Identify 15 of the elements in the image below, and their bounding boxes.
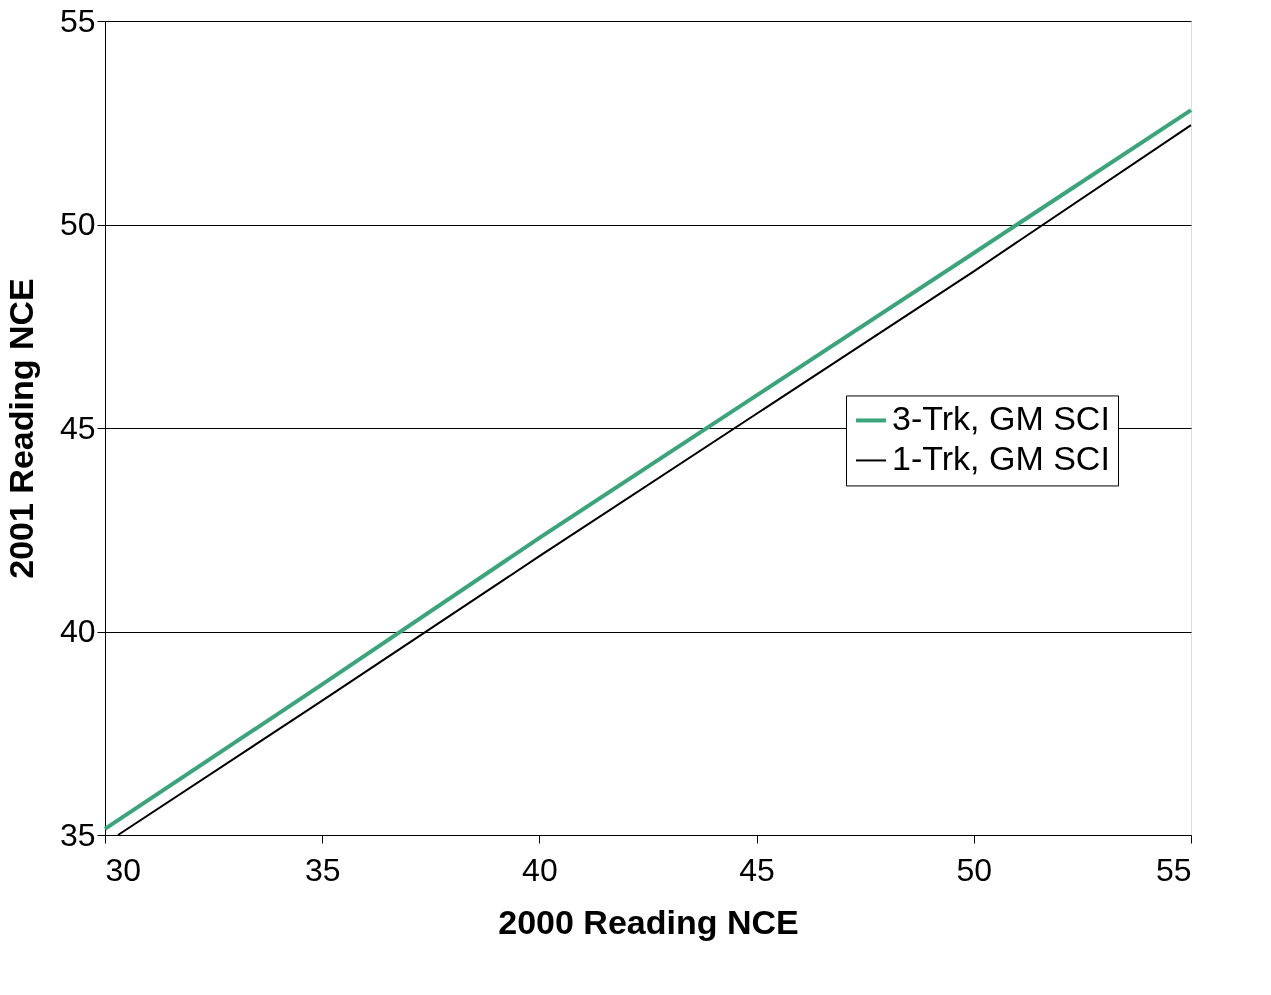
legend-label: 3-Trk, GM SCI [892,399,1110,438]
y-tick-label: 45 [59,409,96,446]
x-tick-label: 50 [956,851,993,888]
x-tick-label: 35 [304,851,341,888]
x-tick-label: 40 [522,851,558,888]
y-tick-label: 40 [59,613,96,649]
legend-label: 1-Trk, GM SCI [892,439,1110,478]
y-tick-label: 55 [59,2,96,39]
x-tick-label: 55 [1155,851,1192,888]
y-axis-title: 2001 Reading NCE [1,278,40,579]
x-tick-label: 45 [739,851,775,888]
y-tick-label: 35 [59,816,96,853]
x-axis-title: 2000 Reading NCE [498,902,799,941]
y-tick-label: 50 [59,206,96,242]
x-tick-label: 30 [105,851,142,888]
